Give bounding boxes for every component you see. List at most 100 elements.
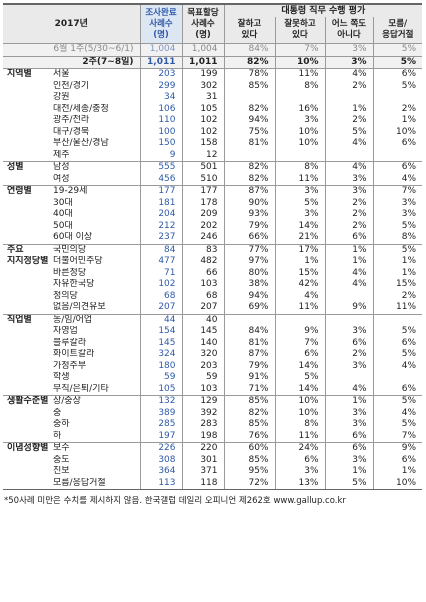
subgroup-label: 제주 [51, 149, 141, 162]
value-neither: 4% [325, 383, 374, 396]
value-bad: 10% [275, 138, 326, 150]
value-neither: 1% [325, 395, 374, 408]
target-count: 40 [182, 313, 225, 326]
table-row: 생활수준별 상/중상 132 129 85% 10% 1% 5% [3, 395, 423, 408]
value-unknown: 3% [401, 197, 417, 208]
category-label [3, 198, 51, 210]
sample-count: 207 [140, 302, 183, 314]
row-label: 2주(7~8일) [3, 55, 141, 69]
subgroup-label: 학생 [51, 372, 141, 384]
value-good [224, 149, 276, 162]
value-good: 82% [224, 173, 276, 186]
value-good: 87% [224, 185, 276, 198]
category-label [3, 431, 51, 443]
target-count: 392 [182, 407, 225, 419]
footnote: *50사례 미만은 수치를 제시하지 않음. 한국갤럽 데일리 오피니언 제26… [4, 496, 346, 506]
value-neither: 6% [325, 232, 374, 244]
table-row: 광주/전라 110 102 94% 3% 2% 1% [3, 115, 422, 127]
value-bad: 15% [275, 267, 326, 279]
value-bad: 3% [275, 209, 326, 221]
value-neither: 1% [325, 103, 374, 115]
value-good: 93% [224, 209, 276, 221]
category-label [3, 138, 51, 150]
subgroup-label: 19-29세 [51, 185, 141, 198]
subgroup-label: 상/중상 [51, 395, 141, 408]
table-row: 중도 308 301 85% 6% 3% 6% [3, 454, 422, 466]
subgroup-label: 대전/세종/충청 [51, 103, 141, 115]
value-neither: 6% [325, 337, 374, 349]
subgroup-label: 광주/전라 [51, 115, 141, 127]
subgroup-label: 부산/울산/경남 [51, 138, 141, 150]
value-good: 82% [224, 407, 276, 419]
value-unknown: 10% [396, 126, 417, 137]
sample-count: 180 [140, 360, 183, 372]
value-bad: 21% [275, 232, 326, 244]
target-count: 1,004 [182, 43, 225, 56]
value-unknown: 6% [401, 454, 417, 465]
value-unknown: 4% [401, 407, 417, 418]
value-bad: 5% [275, 197, 326, 209]
table-row: 화이트칼라 324 320 87% 6% 2% 5% [3, 349, 422, 361]
category-label [3, 232, 51, 244]
value-unknown: 8% [401, 232, 417, 242]
category-label: 직업별 [3, 313, 51, 326]
sample-count: 154 [140, 326, 183, 338]
value-good: 95% [224, 466, 276, 478]
value-unknown: 11% [396, 302, 417, 312]
category-label [3, 221, 51, 233]
table-row: 자유한국당 102 103 38% 42% 4% 15% [3, 279, 422, 291]
previous-week-row: 6월 1주(5/30~6/1) 1,004 1,004 84% 7% 3% 5% [3, 43, 423, 56]
subgroup-label: 서울 [51, 68, 141, 81]
value-unknown: 4% [401, 360, 417, 371]
subgroup-label: 정의당 [51, 290, 141, 302]
table-row: 가정주부 180 203 79% 14% 3% 4% [3, 360, 422, 373]
table-row: 성별 남성 555 501 82% 8% 4% 6% [3, 161, 423, 174]
sample-count: 44 [140, 313, 183, 326]
subgroup-label: 60대 이상 [51, 232, 141, 244]
target-count: 102 [182, 115, 225, 127]
value-unknown: 3% [401, 209, 417, 219]
target-count: 105 [182, 103, 225, 115]
value-good: 72% [224, 477, 276, 490]
value-unknown [373, 92, 422, 104]
table-row: 주요 국민의당 84 83 77% 17% 1% 5% [3, 243, 423, 256]
table-row: 50대 212 202 79% 14% 2% 5% [3, 220, 422, 233]
category-label [3, 372, 51, 384]
target-count: 178 [182, 197, 225, 209]
value-bad: 11% [275, 173, 326, 186]
target-count: 198 [182, 430, 225, 443]
value-good: 91% [224, 372, 276, 384]
value-unknown: 5% [401, 220, 417, 231]
value-bad: 17% [275, 243, 326, 256]
target-count: 103 [182, 383, 225, 396]
value-bad: 6% [275, 349, 326, 361]
value-good: 90% [224, 197, 276, 209]
category-label [3, 174, 51, 186]
target-count: 246 [182, 232, 225, 244]
sample-count: 1,004 [140, 43, 183, 56]
target-count: 1,011 [182, 55, 225, 69]
value-unknown: 15% [396, 279, 417, 289]
sample-count: 299 [140, 80, 183, 92]
value-good: 75% [224, 126, 276, 138]
sample-count: 456 [140, 173, 183, 186]
value-neither: 1% [325, 256, 374, 268]
table-row: 정의당 68 68 94% 4% 2% [3, 290, 422, 302]
value-bad: 14% [275, 360, 326, 372]
sample-count: 145 [140, 337, 183, 349]
subgroup-label: 모름/응답거절 [51, 477, 141, 490]
category-label [3, 361, 51, 373]
value-good: 66% [224, 232, 276, 244]
sample-count: 226 [140, 442, 183, 455]
category-label [3, 92, 51, 104]
value-bad: 11% [275, 302, 326, 314]
target-count: 59 [182, 372, 225, 384]
value-unknown: 1% [401, 256, 417, 266]
target-count: 510 [182, 173, 225, 186]
category-label [3, 338, 51, 350]
category-label [3, 384, 51, 396]
value-good: 84% [224, 326, 276, 338]
table-row: 자영업 154 145 84% 9% 3% 5% [3, 326, 422, 338]
table-row: 중하 285 283 85% 8% 3% 5% [3, 419, 422, 431]
value-neither: 2% [325, 115, 374, 127]
